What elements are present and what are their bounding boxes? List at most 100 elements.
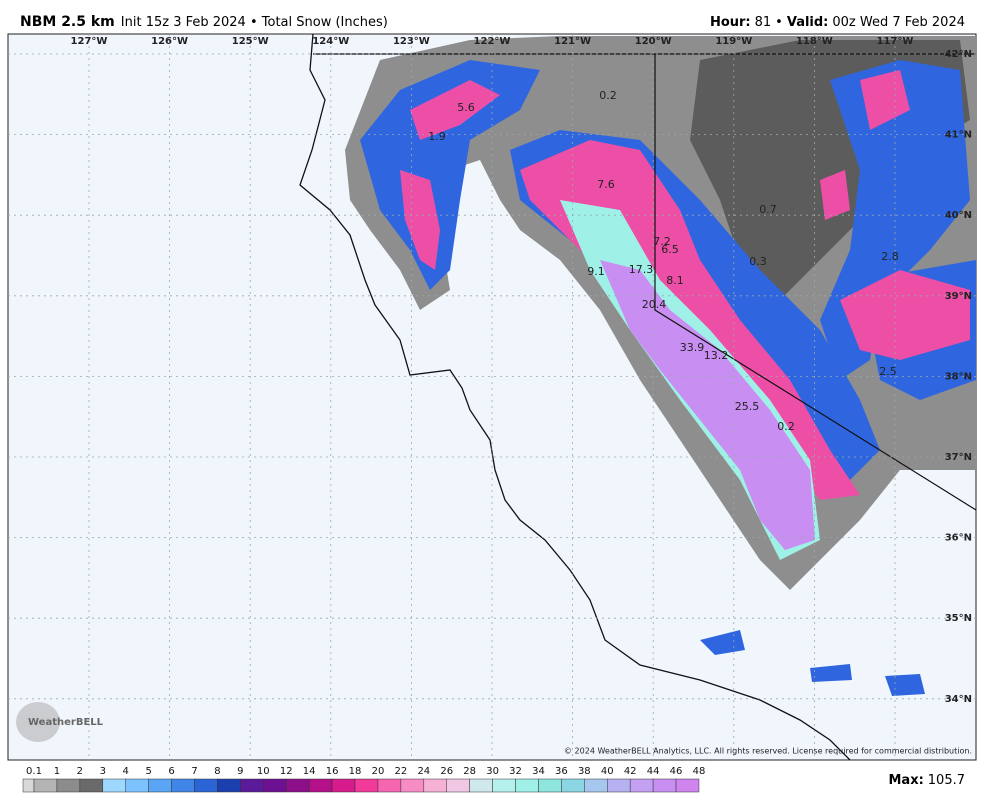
colorbar-swatch [33, 778, 58, 793]
header-left: NBM 2.5 km Init 15z 3 Feb 2024 • Total Sn… [20, 14, 388, 30]
colorbar-swatch [148, 778, 172, 793]
colorbar-swatch [22, 778, 35, 793]
colorbar-swatch [285, 778, 310, 793]
colorbar-swatch [217, 778, 241, 793]
colorbar-label: 32 [509, 766, 522, 777]
colorbar-label: 38 [578, 766, 591, 777]
colorbar-label: 5 [145, 766, 151, 777]
point-value: 25.5 [735, 400, 760, 413]
coastline [299, 34, 851, 760]
colorbar-label: 2 [77, 766, 83, 777]
longitude-label: 119°W [715, 36, 752, 47]
latitude-label: 35°N [945, 613, 972, 624]
colorbar-label: 8 [214, 766, 220, 777]
point-value: 6.5 [661, 243, 679, 256]
point-value: 1.9 [428, 130, 446, 143]
colorbar-swatch [629, 778, 654, 793]
point-value: 20.4 [642, 298, 667, 311]
colorbar-label: 40 [601, 766, 614, 777]
colorbar-swatch [446, 778, 470, 793]
colorbar-swatch [56, 778, 81, 793]
point-value: 9.1 [587, 265, 605, 278]
longitude-label: 126°W [151, 36, 188, 47]
longitude-label: 124°W [312, 36, 349, 47]
colorbar-label: 10 [257, 766, 270, 777]
colorbar-label: 0.1 [26, 766, 42, 777]
colorbar-label: 9 [237, 766, 243, 777]
latitude-label: 38°N [945, 371, 972, 382]
colorbar-swatch [492, 778, 516, 793]
point-value: 33.9 [680, 341, 705, 354]
copyright: © 2024 WeatherBELL Analytics, LLC. All r… [564, 747, 972, 756]
valid: 00z Wed 7 Feb 2024 [832, 15, 965, 30]
colorbar-label: 20 [372, 766, 385, 777]
colorbar-swatch [652, 778, 677, 793]
colorbar-swatch [400, 778, 425, 793]
colorbar-label: 22 [395, 766, 408, 777]
colorbar-label: 36 [555, 766, 568, 777]
colorbar-swatch [240, 778, 264, 793]
colorbar-swatch [675, 778, 700, 793]
map [8, 34, 976, 760]
colorbar-label: 3 [100, 766, 106, 777]
valid-label: Valid: [787, 15, 829, 30]
colorbar-swatch [354, 778, 379, 793]
point-value: 0.2 [599, 89, 617, 102]
model: NBM 2.5 km [20, 14, 115, 30]
logo: WeatherBELL [16, 702, 104, 742]
colorbar-label: 12 [280, 766, 293, 777]
logo-text: WeatherBELL [28, 717, 104, 728]
longitude-label: 121°W [554, 36, 591, 47]
point-value: 0.2 [777, 420, 795, 433]
colorbar-label: 14 [303, 766, 316, 777]
colorbar-label: 48 [693, 766, 706, 777]
hour: 81 [755, 15, 772, 30]
colorbar-label: 30 [486, 766, 499, 777]
colorbar-swatch [79, 778, 104, 793]
latitude-label: 37°N [945, 452, 972, 463]
logo-swirl [16, 702, 60, 742]
header-right: Hour: 81 • Valid: 00z Wed 7 Feb 2024 [710, 15, 965, 30]
colorbar-swatch [469, 778, 493, 793]
colorbar-label: 44 [647, 766, 660, 777]
colorbar-label: 34 [532, 766, 545, 777]
separator: • [775, 15, 783, 30]
colorbar-swatch [308, 778, 333, 793]
colorbar-label: 28 [463, 766, 476, 777]
longitude-label: 125°W [232, 36, 269, 47]
colorbar-label: 6 [168, 766, 174, 777]
point-value: 0.7 [759, 203, 777, 216]
colorbar-label: 42 [624, 766, 637, 777]
colorbar-swatch [515, 778, 539, 793]
colorbar-label: 46 [670, 766, 683, 777]
colorbar-swatch [331, 778, 356, 793]
point-value: 2.5 [879, 365, 897, 378]
longitude-label: 120°W [635, 36, 672, 47]
colorbar-label: 24 [417, 766, 430, 777]
hour-label: Hour: [710, 15, 751, 30]
colorbar-swatch [538, 778, 562, 793]
latitude-label: 41°N [945, 130, 972, 141]
longitude-label: 122°W [474, 36, 511, 47]
latitude-label: 39°N [945, 291, 972, 302]
longitude-label: 123°W [393, 36, 430, 47]
latitude-label: 36°N [945, 533, 972, 544]
colorbar-label: 16 [326, 766, 339, 777]
colorbar-label: 1 [54, 766, 60, 777]
colorbar-swatch [171, 778, 195, 793]
colorbar-swatch [561, 778, 585, 793]
latitude-label: 42°N [945, 49, 972, 60]
latitude-label: 40°N [945, 210, 972, 221]
longitude-label: 118°W [796, 36, 833, 47]
max-value: 105.7 [928, 773, 965, 788]
colorbar-label: 18 [349, 766, 362, 777]
colorbar-label: 7 [191, 766, 197, 777]
colorbar-swatch [125, 778, 149, 793]
snow-violet [600, 260, 815, 550]
point-value: 8.1 [666, 274, 684, 287]
point-value: 7.6 [597, 178, 615, 191]
colorbar-swatch [584, 778, 608, 793]
colorbar-label: 26 [440, 766, 453, 777]
colorbar-swatch [102, 778, 126, 793]
